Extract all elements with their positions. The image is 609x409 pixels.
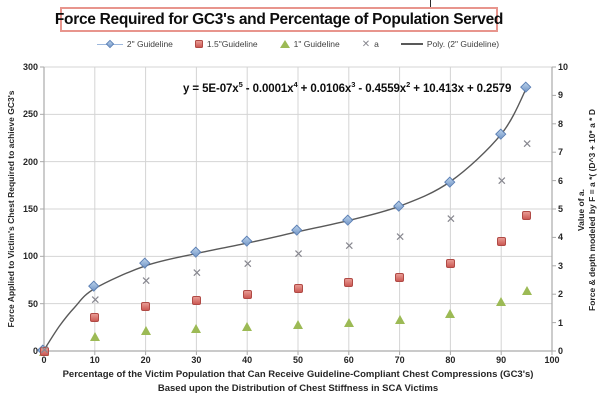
axis-tick-label: 6: [558, 175, 564, 186]
data-point-x: ✕: [344, 238, 355, 253]
data-point-x: ✕: [191, 265, 202, 280]
chart-legend: 2" Guideline 1.5"Guideline 1" Guideline …: [44, 37, 552, 51]
square-marker-icon: [194, 40, 203, 48]
data-point-triangle: [242, 321, 253, 331]
trendline-equation: y = 5E-07x5 - 0.0001x4 + 0.0106x3 - 0.45…: [183, 80, 512, 95]
axis-tick-label: 200: [22, 156, 38, 167]
axis-tick-label: 3: [558, 260, 564, 271]
data-point-triangle: [293, 319, 303, 329]
data-point-square: [39, 346, 49, 356]
axis-tick-label: 10: [89, 355, 100, 365]
legend-label: 1" Guideline: [293, 39, 340, 49]
y-right-axis-title-line2: Force & depth modeled by F = a *( (D^3 +…: [587, 109, 597, 311]
data-point-square: [344, 278, 354, 288]
axis-tick-label: 90: [496, 355, 507, 365]
axis-tick-label: 0: [32, 346, 38, 356]
axis-tick-label: 50: [27, 298, 38, 309]
y-right-axis-title-line1: Value of a.: [576, 188, 586, 232]
y-left-axis-title: Force Applied to Victim's Chest Required…: [6, 90, 16, 328]
axis-tick-label: 8: [558, 118, 564, 129]
axis-tick-label: 40: [242, 355, 253, 365]
data-point-square: [90, 313, 100, 323]
y-right-axis-title: Value of a. Force & depth modeled by F =…: [576, 75, 598, 345]
data-point-square: [496, 236, 506, 246]
data-point-square: [191, 296, 201, 306]
legend-label: 1.5"Guideline: [206, 39, 258, 49]
data-point-square: [395, 272, 405, 282]
axis-tick-label: 1: [558, 317, 564, 328]
data-point-x: ✕: [395, 230, 406, 245]
data-point-triangle: [140, 325, 151, 335]
data-point-x: ✕: [445, 211, 456, 226]
axis-tick-label: 0: [558, 346, 564, 356]
data-point-triangle: [496, 297, 507, 307]
data-point-square: [293, 284, 303, 294]
x-axis-title: Percentage of the Victim Population that…: [44, 368, 552, 395]
data-point-x: ✕: [141, 274, 152, 289]
data-point-triangle: [343, 318, 354, 328]
data-point-triangle: [191, 323, 202, 333]
data-point-triangle: [445, 308, 456, 318]
axis-tick-label: 70: [394, 355, 405, 365]
axis-tick-label: 4: [558, 232, 564, 243]
axis-tick-label: 9: [558, 90, 564, 101]
data-point-triangle: [89, 332, 100, 342]
triangle-marker-icon: [279, 40, 290, 48]
data-point-triangle: [394, 315, 405, 325]
legend-item-2in-guideline: 2" Guideline: [96, 39, 173, 49]
axis-tick-label: 80: [445, 355, 456, 365]
data-point-square: [141, 302, 151, 311]
axis-tick-label: 60: [343, 355, 354, 365]
axis-tick-label: 20: [140, 355, 151, 365]
legend-label: 2" Guideline: [126, 39, 173, 49]
x-marker-icon: ✕: [361, 38, 371, 50]
legend-item-1in-guideline: 1" Guideline: [279, 39, 340, 49]
chart-title-box: Force Required for GC3's and Percentage …: [55, 7, 503, 32]
x-axis-title-line1: Percentage of the Victim Population that…: [62, 369, 534, 380]
data-point-square: [445, 259, 455, 269]
axis-tick-label: 300: [22, 62, 38, 72]
data-point-square: [242, 289, 252, 299]
cursor-artifact-line: [430, 0, 431, 9]
axis-tick-label: 0: [41, 355, 47, 365]
chart-title: Force Required for GC3's and Percentage …: [54, 10, 504, 28]
axis-tick-label: 100: [22, 251, 38, 262]
data-point-x: ✕: [496, 173, 507, 188]
data-point-square: [522, 211, 532, 221]
legend-label: Poly. (2" Guideline): [426, 39, 500, 49]
x-axis-title-line2: Based upon the Distribution of Chest Sti…: [157, 382, 439, 394]
legend-label: a: [374, 39, 379, 49]
data-point-x: ✕: [522, 136, 533, 151]
axis-tick-label: 50: [292, 355, 303, 365]
trendline-icon: [400, 43, 423, 45]
axis-tick-label: 2: [558, 289, 564, 300]
axis-tick-label: 10: [558, 62, 569, 72]
legend-item-poly-trendline: Poly. (2" Guideline): [400, 39, 500, 49]
axis-tick-label: 100: [544, 355, 560, 365]
data-point-x: ✕: [90, 292, 101, 307]
legend-item-1-5in-guideline: 1.5"Guideline: [194, 39, 258, 49]
data-point-x: ✕: [242, 257, 253, 272]
axis-tick-label: 30: [191, 355, 202, 365]
data-point-x: ✕: [39, 342, 50, 357]
data-point-x: ✕: [293, 247, 304, 262]
axis-tick-label: 7: [558, 147, 564, 158]
legend-item-a: ✕ a: [362, 39, 379, 49]
axis-tick-label: 250: [22, 109, 38, 120]
axis-tick-label: 5: [558, 204, 564, 214]
axis-tick-label: 150: [22, 204, 38, 214]
data-point-triangle: [521, 285, 532, 295]
diamond-marker-icon: [96, 39, 123, 49]
